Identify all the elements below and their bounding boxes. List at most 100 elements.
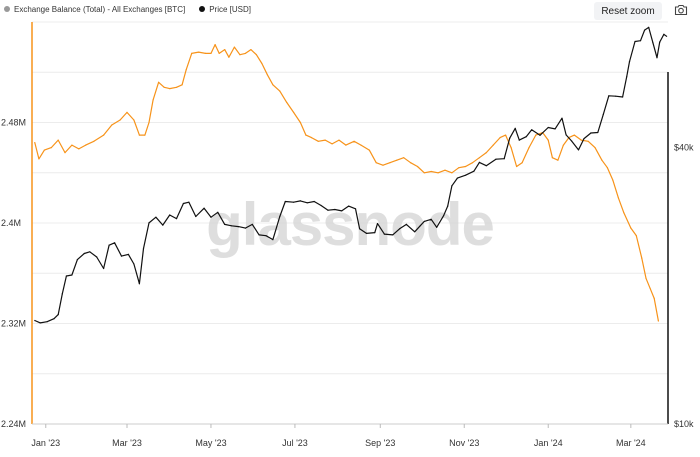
data-point-price	[217, 211, 219, 213]
data-point-exchange-balance	[317, 140, 319, 142]
x-tick-label: Jul '23	[282, 438, 308, 448]
data-point-price	[182, 202, 184, 205]
data-point-exchange-balance	[111, 124, 113, 126]
data-point-price	[583, 138, 585, 140]
data-point-exchange-balance	[653, 297, 655, 299]
data-point-price	[509, 137, 511, 139]
data-point-exchange-balance	[38, 158, 40, 160]
data-point-exchange-balance	[310, 137, 313, 139]
x-tick-label: Jan '23	[31, 438, 60, 448]
data-point-price	[120, 255, 123, 257]
data-point-exchange-balance	[557, 159, 559, 161]
data-point-price	[354, 208, 357, 210]
data-point-exchange-balance	[71, 144, 73, 146]
series-line-exchange-balance	[34, 44, 659, 322]
data-point-price	[531, 129, 533, 131]
data-point-exchange-balance	[499, 137, 501, 139]
data-point-price	[376, 223, 379, 225]
data-point-exchange-balance	[444, 169, 446, 171]
x-tick-label: Mar '24	[616, 438, 646, 448]
data-point-exchange-balance	[148, 121, 150, 124]
data-point-price	[383, 233, 385, 235]
data-point-price	[423, 220, 425, 222]
data-point-price	[656, 57, 658, 59]
data-point-price	[96, 256, 98, 258]
data-point-exchange-balance	[103, 134, 105, 136]
data-point-exchange-balance	[78, 148, 80, 150]
data-point-price	[539, 134, 541, 136]
data-point-exchange-balance	[587, 140, 589, 142]
data-point-exchange-balance	[353, 140, 355, 142]
y-left-tick-label: 2.32M	[1, 319, 26, 329]
data-point-price	[447, 205, 449, 207]
data-point-price	[114, 242, 116, 244]
legend-item-price[interactable]: Price [USD]	[199, 5, 251, 14]
data-point-exchange-balance	[119, 119, 121, 121]
data-point-exchange-balance	[580, 139, 582, 141]
data-point-exchange-balance	[492, 144, 494, 146]
reset-zoom-button[interactable]: Reset zoom	[594, 2, 662, 20]
data-point-price	[659, 41, 661, 43]
data-point-exchange-balance	[175, 86, 178, 88]
data-point-exchange-balance	[601, 159, 603, 161]
x-tick-label: Nov '23	[449, 438, 479, 448]
data-point-exchange-balance	[266, 74, 268, 76]
data-point-price	[34, 319, 36, 322]
data-point-exchange-balance	[410, 162, 412, 164]
legend-item-exchange-balance[interactable]: Exchange Balance (Total) - All Exchanges…	[4, 5, 185, 14]
data-point-price	[327, 209, 329, 211]
data-point-price	[405, 223, 407, 225]
data-point-price	[478, 161, 480, 163]
data-point-exchange-balance	[338, 139, 340, 141]
camera-icon	[674, 4, 688, 15]
data-point-exchange-balance	[305, 134, 307, 136]
data-point-exchange-balance	[239, 54, 241, 56]
data-point-exchange-balance	[528, 147, 530, 149]
data-point-price	[514, 127, 516, 129]
data-point-price	[518, 139, 520, 141]
data-point-exchange-balance	[521, 162, 523, 164]
data-point-price	[666, 35, 668, 37]
data-point-exchange-balance	[423, 172, 425, 174]
data-point-price	[525, 136, 527, 138]
data-point-exchange-balance	[204, 52, 207, 55]
data-point-exchange-balance	[293, 111, 295, 113]
data-point-exchange-balance	[458, 167, 460, 169]
data-point-exchange-balance	[416, 165, 419, 168]
data-point-price	[663, 33, 665, 35]
data-point-price	[188, 201, 190, 203]
series-line-price	[34, 26, 667, 324]
data-point-exchange-balance	[396, 159, 398, 161]
data-point-exchange-balance	[64, 152, 66, 154]
data-point-price	[284, 200, 286, 203]
data-point-price	[456, 177, 458, 179]
data-point-price	[644, 29, 646, 31]
data-point-price	[626, 76, 628, 78]
data-point-exchange-balance	[471, 162, 474, 164]
data-point-exchange-balance	[57, 139, 59, 141]
data-point-price	[71, 274, 73, 276]
data-point-exchange-balance	[345, 144, 347, 146]
data-point-price	[138, 283, 140, 285]
data-point-exchange-balance	[437, 172, 439, 174]
data-point-price	[392, 234, 394, 236]
data-point-exchange-balance	[510, 147, 512, 149]
y-right-tick-label: $10k	[674, 419, 694, 429]
data-point-exchange-balance	[573, 134, 576, 136]
data-point-price	[648, 26, 650, 28]
data-point-price	[258, 234, 260, 236]
data-point-price	[414, 231, 416, 233]
legend-label-price: Price [USD]	[209, 4, 251, 14]
data-point-exchange-balance	[535, 134, 537, 136]
data-point-exchange-balance	[485, 152, 487, 154]
camera-button[interactable]	[672, 3, 690, 19]
data-point-exchange-balance	[152, 99, 154, 101]
data-point-price	[622, 96, 624, 98]
data-point-price	[237, 226, 240, 228]
data-point-exchange-balance	[214, 44, 216, 46]
data-point-exchange-balance	[617, 197, 620, 199]
data-point-exchange-balance	[93, 140, 95, 142]
data-point-exchange-balance	[630, 227, 632, 229]
data-point-price	[210, 216, 212, 218]
